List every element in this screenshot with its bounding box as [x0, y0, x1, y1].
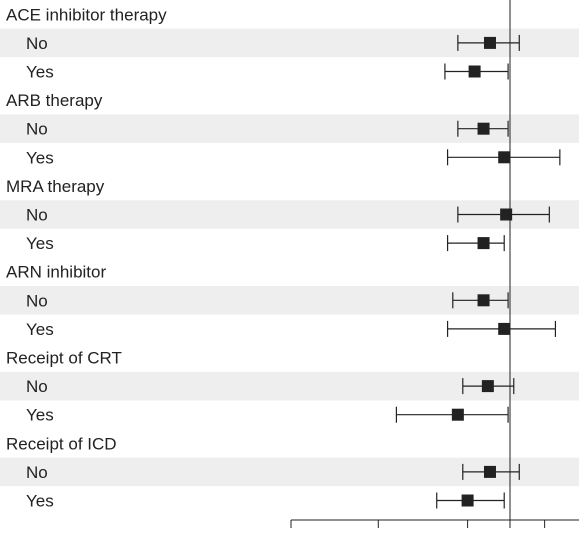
- group-label: Receipt of ICD: [6, 434, 117, 453]
- point-estimate: [483, 465, 496, 478]
- row-label: No: [26, 463, 48, 482]
- point-estimate: [498, 322, 511, 335]
- row-label: No: [26, 34, 48, 53]
- row-label: No: [26, 120, 48, 139]
- point-estimate: [477, 237, 490, 250]
- point-estimate: [468, 65, 481, 78]
- row-label: Yes: [26, 406, 54, 425]
- row-label: Yes: [26, 63, 54, 82]
- row-label: Yes: [26, 234, 54, 253]
- row-label: No: [26, 377, 48, 396]
- point-estimate: [481, 380, 494, 393]
- group-label: MRA therapy: [6, 177, 105, 196]
- point-estimate: [461, 494, 474, 507]
- point-estimate: [451, 408, 464, 421]
- group-label: Receipt of CRT: [6, 349, 122, 368]
- group-label: ARN inhibitor: [6, 263, 106, 282]
- group-label: ACE inhibitor therapy: [6, 5, 167, 24]
- point-estimate: [483, 36, 496, 49]
- point-estimate: [498, 151, 511, 164]
- group-label: ARB therapy: [6, 91, 103, 110]
- point-estimate: [477, 122, 490, 135]
- row-label: Yes: [26, 492, 54, 511]
- row-label: No: [26, 291, 48, 310]
- row-label: Yes: [26, 320, 54, 339]
- point-estimate: [500, 208, 513, 221]
- row-label: No: [26, 206, 48, 225]
- point-estimate: [477, 294, 490, 307]
- row-label: Yes: [26, 148, 54, 167]
